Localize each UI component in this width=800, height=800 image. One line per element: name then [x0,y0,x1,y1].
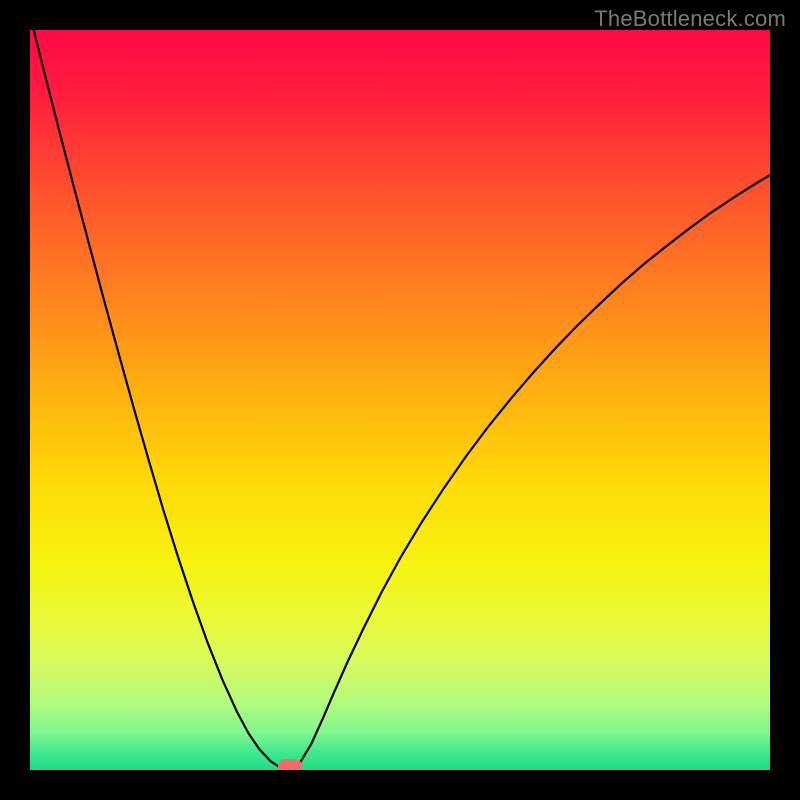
bottleneck-curve [30,30,770,770]
plot-area [30,30,770,770]
minimum-marker [278,759,302,770]
watermark-text: TheBottleneck.com [594,6,786,32]
chart-frame: TheBottleneck.com [0,0,800,800]
